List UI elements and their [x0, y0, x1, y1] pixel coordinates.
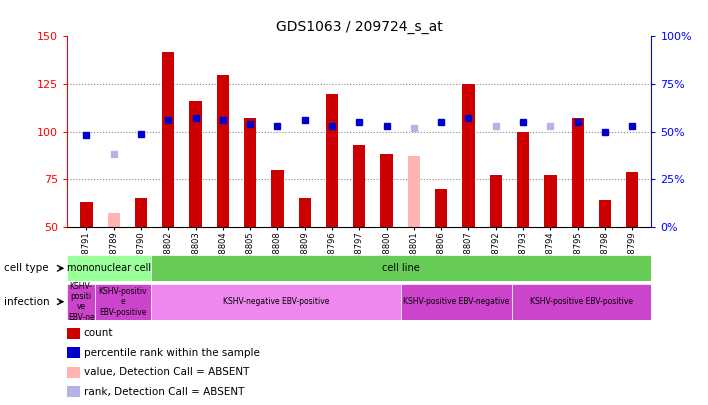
Text: count: count: [84, 328, 113, 338]
Bar: [544, 175, 556, 227]
Bar: [380, 154, 393, 227]
Text: value, Detection Call = ABSENT: value, Detection Call = ABSENT: [84, 367, 249, 377]
Text: KSHV-negative EBV-positive: KSHV-negative EBV-positive: [223, 297, 329, 306]
Bar: [599, 200, 611, 227]
Text: percentile rank within the sample: percentile rank within the sample: [84, 348, 259, 358]
Bar: [513, 284, 651, 320]
Bar: [435, 189, 447, 227]
Bar: [217, 75, 229, 227]
Bar: [299, 198, 311, 227]
Bar: [326, 94, 338, 227]
Bar: [271, 170, 284, 227]
Bar: [151, 255, 651, 281]
Text: KSHV-
positi
ve
EBV-ne: KSHV- positi ve EBV-ne: [68, 281, 94, 322]
Bar: [162, 52, 174, 227]
Bar: [401, 284, 513, 320]
Bar: [490, 175, 502, 227]
Text: cell line: cell line: [382, 263, 420, 273]
Bar: [571, 118, 584, 227]
Text: KSHV-positive EBV-positive: KSHV-positive EBV-positive: [530, 297, 634, 306]
Bar: [408, 156, 420, 227]
Bar: [67, 284, 95, 320]
Bar: [462, 84, 474, 227]
Text: KSHV-positiv
e
EBV-positive: KSHV-positiv e EBV-positive: [98, 287, 147, 317]
Bar: [353, 145, 365, 227]
Bar: [244, 118, 256, 227]
Bar: [108, 213, 120, 227]
Bar: [151, 284, 401, 320]
Text: rank, Detection Call = ABSENT: rank, Detection Call = ABSENT: [84, 387, 244, 396]
Bar: [190, 101, 202, 227]
Bar: [80, 202, 93, 227]
Text: KSHV-positive EBV-negative: KSHV-positive EBV-negative: [404, 297, 510, 306]
Text: cell type: cell type: [4, 263, 48, 273]
Bar: [626, 172, 639, 227]
Bar: [95, 284, 151, 320]
Text: infection: infection: [4, 297, 49, 307]
Text: mononuclear cell: mononuclear cell: [67, 263, 151, 273]
Bar: [67, 255, 151, 281]
Bar: [135, 198, 147, 227]
Title: GDS1063 / 209724_s_at: GDS1063 / 209724_s_at: [276, 20, 442, 34]
Bar: [517, 132, 529, 227]
